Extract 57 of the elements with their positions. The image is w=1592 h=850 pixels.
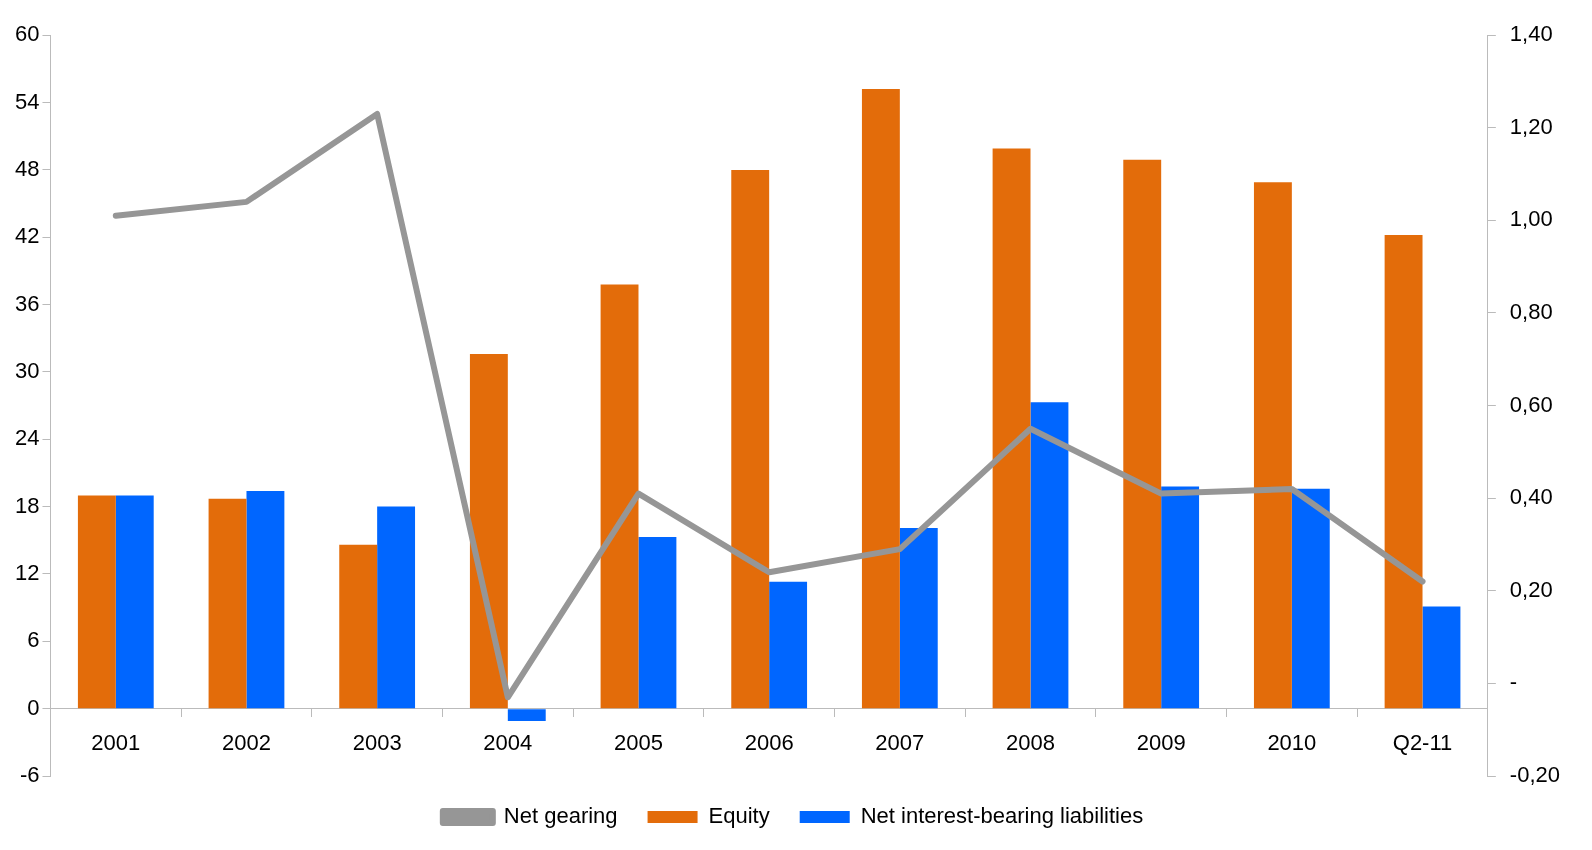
- bar: [1384, 234, 1423, 709]
- bar: [992, 148, 1031, 709]
- y-tick-label: -6: [19, 762, 40, 788]
- bar: [1291, 488, 1330, 709]
- bar: [899, 527, 938, 709]
- y-tick-label: 30: [14, 357, 40, 383]
- x-tick-label: 2003: [352, 729, 402, 755]
- x-tick-label: 2001: [91, 729, 141, 755]
- bar: [469, 353, 508, 709]
- y-tick-label: 0: [27, 694, 40, 720]
- x-tick-label: 2010: [1267, 729, 1317, 755]
- y2-tick-label: -: [1509, 669, 1518, 695]
- x-tick-label: 2008: [1006, 729, 1055, 755]
- y2-tick-label: 0,60: [1509, 391, 1553, 417]
- x-tick-label: Q2-11: [1392, 729, 1453, 755]
- bar: [600, 284, 639, 709]
- y2-tick-label: 1,20: [1509, 113, 1553, 139]
- bar: [377, 506, 416, 709]
- bar: [638, 536, 677, 709]
- bar: [861, 89, 900, 709]
- bar: [507, 709, 546, 721]
- y-tick-label: 36: [14, 290, 40, 316]
- bar: [1422, 606, 1461, 709]
- bar: [731, 169, 770, 709]
- legend-label: Net interest-bearing liabilities: [860, 803, 1144, 829]
- y-tick-label: 54: [14, 88, 40, 114]
- y-tick-label: 12: [14, 560, 40, 586]
- bar: [1030, 402, 1069, 709]
- y-tick-label: 42: [14, 223, 40, 249]
- bar: [208, 498, 247, 709]
- y2-tick-label: 0,80: [1509, 299, 1553, 325]
- y2-tick-label: 0,20: [1509, 576, 1553, 602]
- legend-label: Net gearing: [503, 803, 618, 829]
- x-tick-label: 2005: [614, 729, 663, 755]
- y-tick-label: 18: [14, 492, 40, 518]
- legend-label: Equity: [708, 803, 770, 829]
- bar: [77, 495, 116, 709]
- x-tick-label: 2009: [1136, 729, 1186, 755]
- bar: [339, 544, 378, 709]
- bar: [1123, 159, 1162, 709]
- y-tick-label: 48: [14, 155, 40, 181]
- y2-tick-label: -0,20: [1509, 762, 1561, 788]
- y2-tick-label: 0,40: [1509, 484, 1553, 510]
- bar: [769, 581, 808, 709]
- y-tick-label: 6: [27, 627, 40, 653]
- y2-tick-label: 1,40: [1509, 21, 1553, 47]
- y-tick-label: 60: [14, 21, 40, 47]
- x-tick-label: 2006: [744, 729, 794, 755]
- y2-tick-label: 1,00: [1509, 206, 1553, 232]
- x-tick-label: 2007: [875, 729, 925, 755]
- x-tick-label: 2004: [483, 729, 533, 755]
- bar: [1253, 182, 1292, 709]
- y-tick-label: 24: [14, 425, 40, 451]
- x-tick-label: 2002: [222, 729, 271, 755]
- bar: [115, 495, 154, 709]
- bar: [1161, 486, 1200, 709]
- bar: [246, 490, 285, 709]
